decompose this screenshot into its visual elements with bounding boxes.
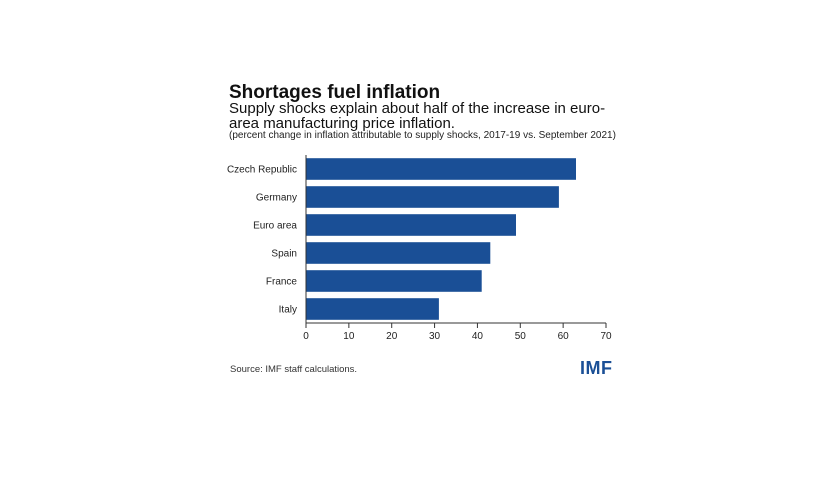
- category-label: Czech Republic: [227, 165, 297, 176]
- imf-logo: IMF: [580, 358, 613, 378]
- category-label: Italy: [279, 305, 297, 316]
- x-tick-label: 40: [472, 331, 484, 342]
- chart-title: Shortages fuel inflation: [229, 82, 441, 103]
- bar-france: [306, 270, 482, 292]
- category-label: Germany: [256, 193, 297, 204]
- category-label: Euro area: [253, 221, 297, 232]
- x-tick-label: 50: [515, 331, 527, 342]
- bar-germany: [306, 186, 559, 208]
- bar-italy: [306, 298, 439, 320]
- x-tick-label: 20: [386, 331, 398, 342]
- bar-spain: [306, 242, 491, 264]
- bars-group: [306, 158, 576, 320]
- x-tick-label: 30: [429, 331, 441, 342]
- x-axis-ticks: 0 10 20 30 40 50 60 70: [303, 323, 612, 342]
- category-labels: Czech Republic Germany Euro area Spain Franc…: [227, 165, 297, 316]
- x-tick-label: 70: [600, 331, 612, 342]
- chart-note: (percent change in inflation attributabl…: [229, 130, 616, 141]
- chart-subtitle: Supply shocks explain about half of the …: [229, 100, 606, 132]
- bar-czech-republic: [306, 158, 576, 180]
- category-label: Spain: [271, 249, 297, 260]
- bar-euro-area: [306, 214, 516, 236]
- x-tick-label: 0: [303, 331, 309, 342]
- category-label: France: [266, 277, 298, 288]
- x-tick-label: 60: [558, 331, 570, 342]
- x-tick-label: 10: [343, 331, 355, 342]
- source-note: Source: IMF staff calculations.: [230, 364, 358, 375]
